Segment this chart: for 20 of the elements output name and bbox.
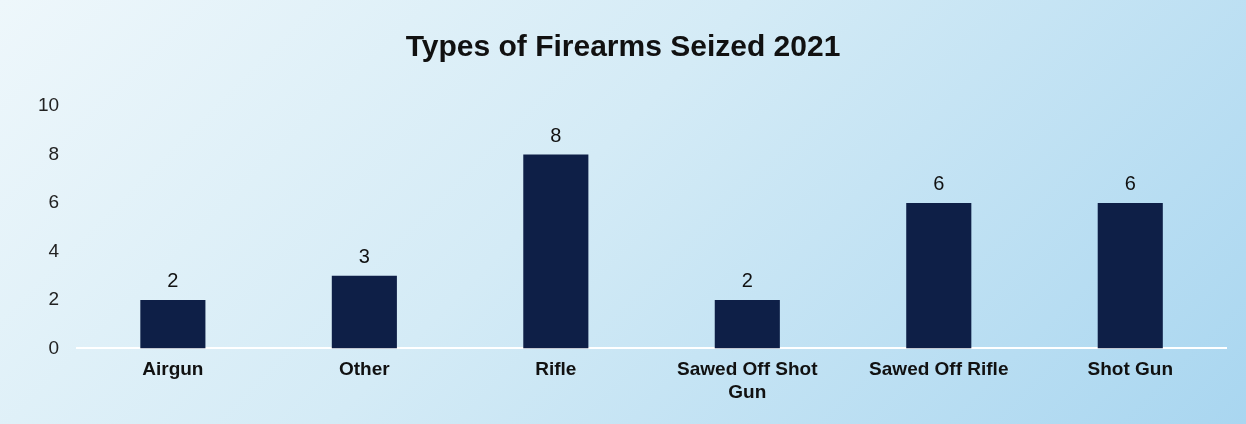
category-label: Shot Gun [1087,358,1173,380]
y-tick-label: 8 [48,142,60,164]
data-label: 6 [1124,172,1136,195]
category-label: Rifle [535,358,577,380]
y-tick-label: 10 [37,94,60,116]
category-label: Sawed Off Rifle [869,358,1009,380]
data-label: 2 [167,269,179,292]
y-tick-label: 2 [48,288,60,310]
data-label: 8 [550,124,562,146]
chart-title: Types of Firearms Seized 2021 [405,29,841,63]
y-tick-label: 6 [48,191,60,213]
data-label: 2 [741,269,753,292]
category-label: Gun [728,380,767,402]
category-label: Other [339,358,390,380]
category-label: Airgun [142,358,204,380]
data-label: 3 [358,245,370,268]
category-label: Sawed Off Shot [677,358,818,380]
y-tick-label: 4 [48,239,60,261]
data-label: 6 [933,172,945,195]
y-tick-label: 0 [48,336,60,358]
